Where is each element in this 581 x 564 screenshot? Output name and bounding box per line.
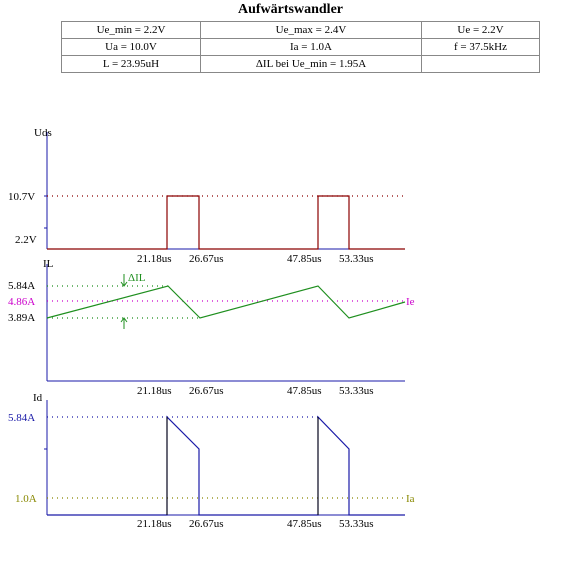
x-tick-label: 21.18us xyxy=(137,385,172,397)
x-tick-label: 26.67us xyxy=(189,385,224,397)
il-waveform xyxy=(46,285,406,319)
x-tick-label: 26.67us xyxy=(189,253,224,265)
delta-arrow-head xyxy=(120,317,128,323)
uds-plot: Uds 10.7V 2.2V 21.18us 26.67us 47.85us 5… xyxy=(8,127,405,265)
y-tick-label: 5.84A xyxy=(8,412,35,424)
y-tick-label: 1.0A xyxy=(15,493,37,505)
x-tick-label: 47.85us xyxy=(287,253,322,265)
x-tick-label: 21.18us xyxy=(137,518,172,530)
delta-arrow-head xyxy=(120,281,128,287)
y-axis-label: IL xyxy=(43,258,54,270)
table-cell: Ue_max = 2.4V xyxy=(200,21,422,39)
x-tick-label: 47.85us xyxy=(287,385,322,397)
x-tick-label: 47.85us xyxy=(287,518,322,530)
page-title: Aufwärtswandler xyxy=(238,2,343,17)
table-cell: f = 37.5kHz xyxy=(421,38,540,56)
x-tick-label: 21.18us xyxy=(137,253,172,265)
il-plot: IL 5.84A 4.86A 3.89A ΔIL Ie 21.18us 26.6… xyxy=(8,258,415,397)
table-cell: ΔIL bei Ue_min = 1.95A xyxy=(200,55,422,73)
x-tick-label: 53.33us xyxy=(339,385,374,397)
id-waveform xyxy=(47,415,405,516)
y-axis-label: Id xyxy=(33,392,43,404)
ie-label: Ie xyxy=(406,296,415,308)
y-tick-label: 2.2V xyxy=(15,234,37,246)
x-tick-label: 26.67us xyxy=(189,518,224,530)
x-tick-label: 53.33us xyxy=(339,253,374,265)
y-tick-label: 4.86A xyxy=(8,296,35,308)
y-axis-label: Uds xyxy=(34,127,52,139)
y-tick-label: 3.89A xyxy=(8,312,35,324)
parameter-table: Ue_min = 2.2V Ue_max = 2.4V Ue = 2.2V Ua… xyxy=(61,21,540,73)
x-tick-label: 53.33us xyxy=(339,518,374,530)
table-row: Ue_min = 2.2V Ue_max = 2.4V Ue = 2.2V xyxy=(61,21,540,39)
table-cell xyxy=(421,55,540,73)
table-row: L = 23.95uH ΔIL bei Ue_min = 1.95A xyxy=(61,55,540,73)
id-plot: Id 5.84A 1.0A Ia 21.18us 26.67us 47.85us… xyxy=(8,392,415,530)
ia-label: Ia xyxy=(406,493,415,505)
delta-il-label: ΔIL xyxy=(128,272,146,284)
y-tick-label: 10.7V xyxy=(8,191,35,203)
uds-waveform xyxy=(47,195,405,250)
y-tick-label: 5.84A xyxy=(8,280,35,292)
